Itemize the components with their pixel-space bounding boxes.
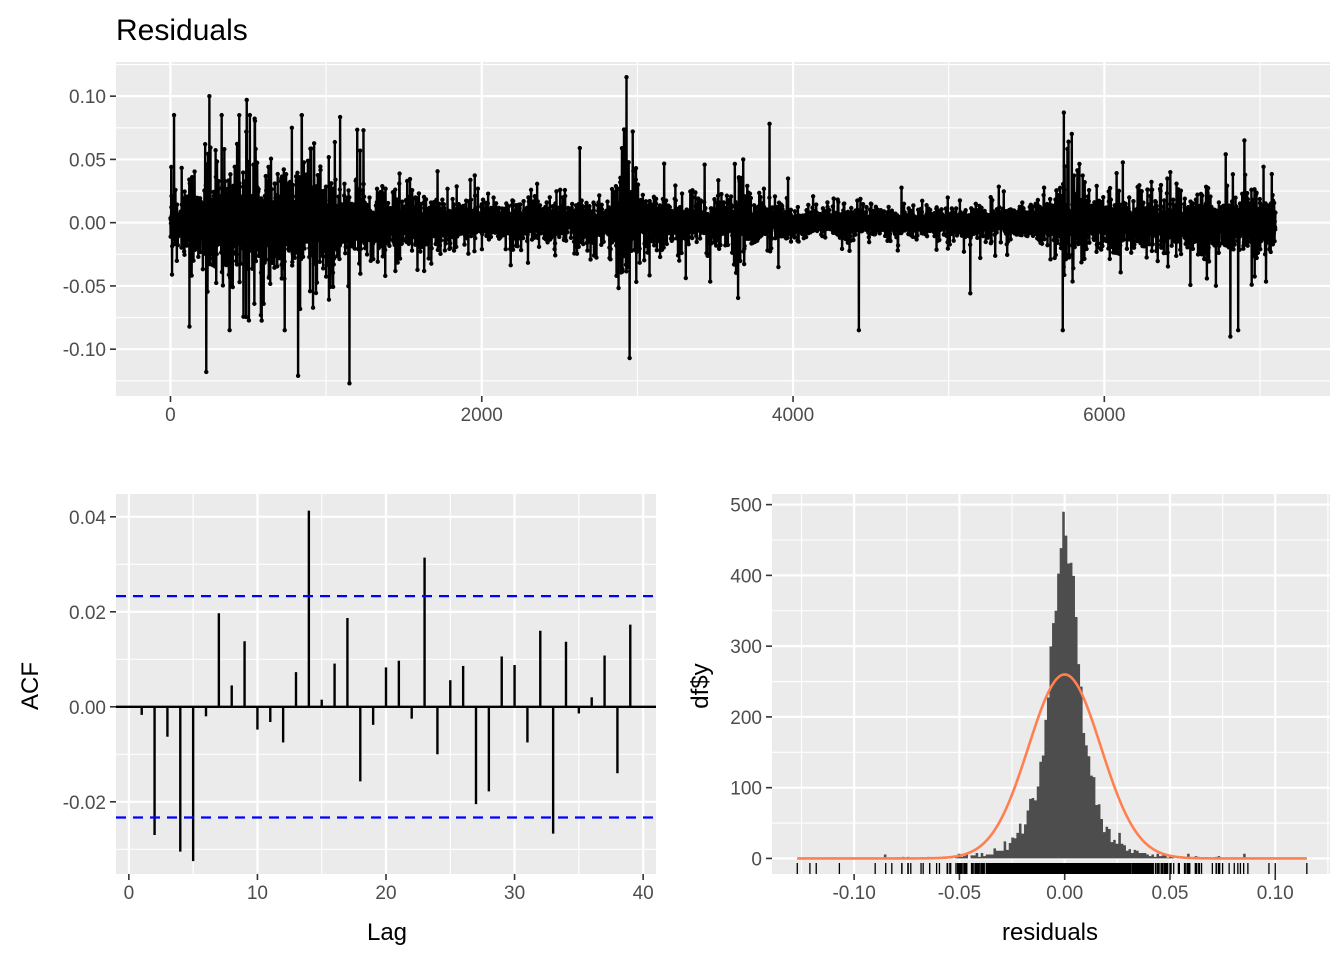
acf-y-ticks: -0.02 0.00 0.02 0.04 bbox=[63, 508, 116, 814]
y-tick-label: 400 bbox=[730, 566, 762, 587]
residuals-timeseries-panel: 0 2000 4000 6000 -0.10 -0.05 0.00 0.05 0.10 bbox=[63, 62, 1330, 426]
y-tick-label: 300 bbox=[730, 637, 762, 658]
y-tick-label: 100 bbox=[730, 779, 762, 800]
residuals-y-ticks: -0.10 -0.05 0.00 0.05 0.10 bbox=[63, 87, 116, 361]
y-tick-label: 0.10 bbox=[69, 87, 106, 108]
x-tick-label: 0.05 bbox=[1151, 883, 1188, 904]
x-tick-label: 10 bbox=[247, 883, 268, 904]
residuals-rug bbox=[796, 863, 1308, 874]
x-tick-label: 0 bbox=[165, 405, 176, 426]
y-tick-label: -0.10 bbox=[63, 340, 106, 361]
y-tick-label: -0.05 bbox=[63, 277, 106, 298]
x-tick-label: 6000 bbox=[1083, 405, 1125, 426]
y-tick-label: 0.04 bbox=[69, 508, 106, 529]
histogram-x-ticks: -0.10 -0.05 0.00 0.05 0.10 bbox=[832, 874, 1294, 904]
y-tick-label: 0.02 bbox=[69, 603, 106, 624]
acf-panel: 0 10 20 30 40 -0.02 0.00 0.02 0.04 bbox=[63, 494, 656, 904]
x-tick-label: -0.05 bbox=[938, 883, 981, 904]
x-tick-label: 20 bbox=[375, 883, 396, 904]
y-tick-label: 0 bbox=[751, 849, 762, 870]
residuals-x-ticks: 0 2000 4000 6000 bbox=[165, 396, 1125, 426]
x-tick-label: 0 bbox=[124, 883, 135, 904]
x-tick-label: 40 bbox=[633, 883, 654, 904]
x-tick-label: 4000 bbox=[772, 405, 814, 426]
rug-ticks bbox=[796, 863, 1308, 874]
density-line bbox=[797, 673, 1307, 860]
acf-bars bbox=[116, 510, 656, 862]
acf-x-ticks: 0 10 20 30 40 bbox=[124, 874, 654, 904]
y-tick-label: 0.00 bbox=[69, 698, 106, 719]
histogram-y-ticks: 0 100 200 300 400 500 bbox=[730, 496, 772, 870]
histogram-y-axis-label: df$y bbox=[687, 663, 714, 708]
y-tick-label: -0.02 bbox=[63, 793, 106, 814]
x-tick-label: -0.10 bbox=[832, 883, 875, 904]
histogram-panel: -0.10 -0.05 0.00 0.05 0.10 0 100 200 300 400 500 bbox=[730, 494, 1330, 904]
y-tick-label: 200 bbox=[730, 708, 762, 729]
y-tick-label: 500 bbox=[730, 496, 762, 517]
x-tick-label: 0.00 bbox=[1046, 883, 1083, 904]
histogram-x-axis-label: residuals bbox=[1002, 919, 1098, 946]
y-tick-label: 0.05 bbox=[69, 150, 106, 171]
x-tick-label: 30 bbox=[504, 883, 525, 904]
normal-density-curve bbox=[797, 673, 1307, 860]
acf-x-axis-label: Lag bbox=[367, 919, 407, 946]
residuals-series bbox=[168, 74, 1278, 386]
residual-points bbox=[168, 74, 1278, 386]
y-tick-label: 0.00 bbox=[69, 214, 106, 235]
chart-title: Residuals bbox=[116, 14, 248, 47]
acf-y-axis-label: ACF bbox=[17, 662, 44, 710]
x-tick-label: 2000 bbox=[461, 405, 503, 426]
x-tick-label: 0.10 bbox=[1257, 883, 1294, 904]
acf-confidence-lines bbox=[116, 595, 656, 819]
